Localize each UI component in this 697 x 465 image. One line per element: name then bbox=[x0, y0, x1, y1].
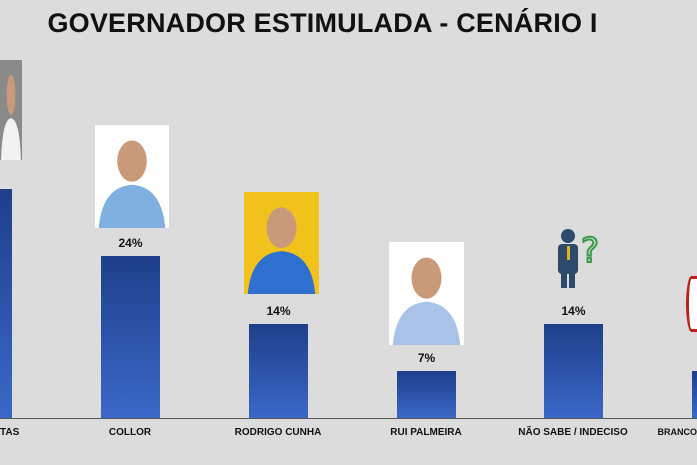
bar bbox=[0, 188, 12, 418]
x-tick-label: COLLOR bbox=[108, 427, 152, 438]
candidate-photo bbox=[95, 125, 169, 228]
bar bbox=[101, 256, 160, 418]
x-tick-label: BRANCO bbox=[657, 427, 697, 437]
data-label: 24% bbox=[118, 236, 143, 250]
bar bbox=[397, 370, 456, 418]
candidate-photo bbox=[0, 60, 22, 160]
question-person-icon: ? bbox=[553, 226, 609, 290]
candidate-photo bbox=[389, 242, 464, 345]
data-label: 7% bbox=[417, 350, 436, 365]
x-tick-label: RODRIGO CUNHA bbox=[234, 427, 322, 438]
x-axis bbox=[0, 418, 697, 419]
x-tick-label: RUI PALMEIRA bbox=[390, 427, 462, 438]
data-label: 14% bbox=[266, 303, 291, 318]
x-tick-label: NÃO SABE / INDECISO bbox=[518, 427, 628, 438]
svg-text:?: ? bbox=[581, 231, 599, 271]
bar bbox=[544, 323, 603, 418]
candidate-photo bbox=[244, 192, 319, 294]
x-tick-label: TAS bbox=[0, 427, 20, 438]
bar bbox=[692, 370, 697, 418]
blank-vote-icon bbox=[686, 276, 697, 332]
data-label: 14% bbox=[561, 303, 586, 318]
chart-title: GOVERNADOR ESTIMULADA - CENÁRIO I bbox=[47, 8, 598, 38]
bar bbox=[249, 323, 308, 418]
